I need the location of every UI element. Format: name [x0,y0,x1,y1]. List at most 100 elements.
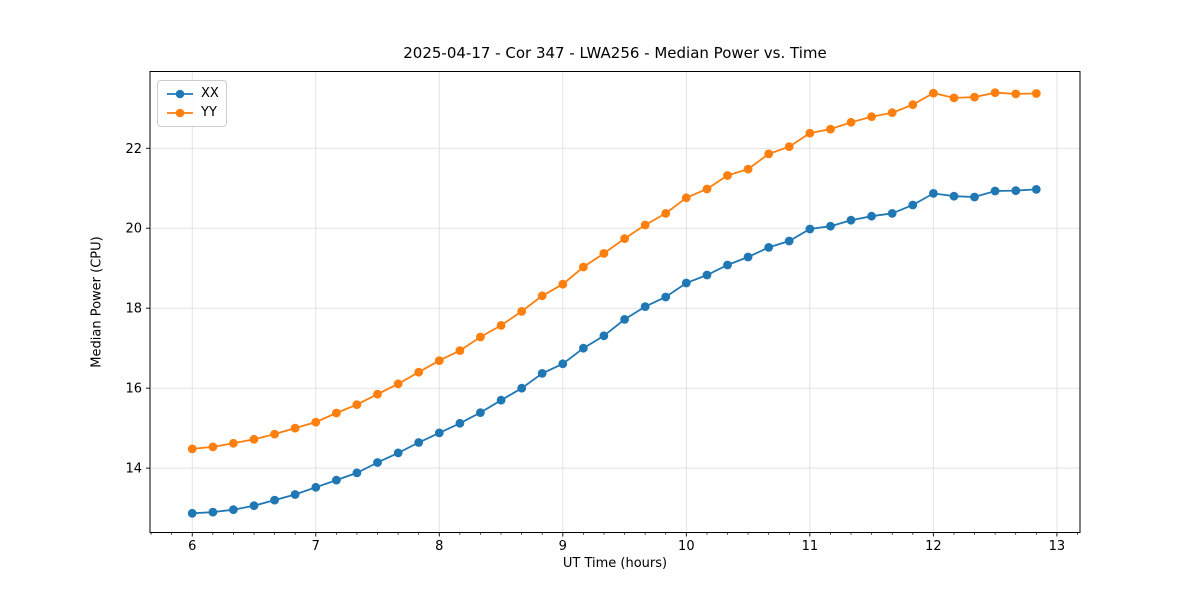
legend-item-yy: YY [158,103,226,122]
series-yy-point [867,112,876,122]
series-yy-point [311,417,321,427]
series-xx-point [414,438,424,447]
series-yy-point [229,438,238,448]
series-yy-point [187,444,197,454]
series-xx-point [558,359,568,369]
series-yy-point [970,92,979,102]
series-xx-line [192,188,1037,515]
series-yy-point [414,367,424,377]
series-xx-point [455,418,465,428]
series-yy-point [887,108,897,118]
series-xx-point [846,215,856,225]
series-xx-point [579,343,588,353]
series-yy-point [393,379,403,389]
legend: XX YY [157,80,227,127]
series-xx-point [208,507,218,517]
y-tick-label: 16 [125,382,142,397]
series-xx-point [187,508,197,518]
series-xx-point [599,331,609,341]
series-xx-point [229,505,238,515]
y-tick-label: 18 [125,302,142,317]
series-yy-point [517,307,527,316]
series-xx-point [270,495,279,505]
series-xx-point [743,252,753,262]
series-xx-point [826,221,835,231]
legend-label-xx: XX [201,86,219,101]
series-xx-point [352,468,362,478]
x-axis-label: UT Time (hours) [562,556,668,571]
series-yy-point [373,389,382,399]
series-yy-point [332,408,341,418]
series-yy-point [1031,89,1041,98]
series-xx-point [290,490,300,499]
x-tick-label: 11 [802,539,819,554]
x-tick-label: 7 [312,539,320,554]
series-xx-point [681,278,691,288]
series-xx-point [249,501,259,511]
series-yy-point [784,142,794,152]
series-xx-point [1031,185,1041,194]
series-xx-point [929,189,938,198]
xx-legend-dot [175,89,185,98]
series-yy-point [249,434,259,444]
series-yy-point [599,249,609,258]
series-xx-point [805,224,815,234]
series-xx-point [949,191,959,201]
series-xx-point [517,383,527,393]
series-xx-point [1011,186,1021,196]
series-yy-point [434,356,444,365]
series-yy-point [846,117,856,127]
series-yy-point [990,88,1000,98]
series-xx-point [434,428,444,438]
legend-item-xx: XX [158,84,226,103]
series-yy-point [702,184,712,194]
series-yy-point [208,442,218,452]
series-yy-point [949,93,959,103]
x-tick-label: 13 [1049,539,1066,554]
series-yy-point [579,262,588,272]
series-xx-point [867,211,876,221]
x-tick-label: 6 [188,539,196,554]
series-yy-point [743,164,753,174]
series-xx-point [908,200,918,210]
series-yy-point [270,429,279,439]
series-xx-point [537,369,547,378]
series-yy-point [558,279,568,289]
series-yy-point [476,332,485,342]
y-axis-label: Median Power (CPU) [89,236,105,368]
y-tick-label: 14 [125,462,142,477]
series-yy-point [805,128,815,138]
series-yy-point [1011,89,1021,99]
series-yy-point [640,220,650,230]
plot-border [149,71,1081,533]
series-xx-point [990,186,1000,196]
y-tick-label: 20 [125,222,142,237]
xx-series-marker-icon [167,89,193,98]
x-tick-label: 12 [925,539,942,554]
series-xx-point [311,482,321,492]
series-yy-point [290,423,300,433]
series-xx-point [970,192,979,202]
series-yy-point [455,346,465,355]
series-yy-point [537,291,547,301]
series-xx-point [496,395,506,405]
series-xx-point [332,475,341,485]
series-yy-point [723,171,732,180]
series-yy-point [661,209,671,218]
series-yy-point [681,193,691,203]
x-tick-label: 8 [435,539,443,554]
legend-label-yy: YY [201,105,217,120]
series-xx-point [723,260,732,270]
series-xx-point [702,270,712,280]
series-yy-point [826,124,835,134]
series-xx-point [393,448,403,458]
x-tick-label: 10 [678,539,695,554]
series-xx-point [764,243,774,252]
series-yy-line [192,91,1037,450]
y-tick-label: 22 [125,142,142,157]
chart-title: 2025-04-17 - Cor 347 - LWA256 - Median P… [403,44,827,62]
yy-legend-dot [175,108,185,117]
series-yy-point [908,100,918,110]
